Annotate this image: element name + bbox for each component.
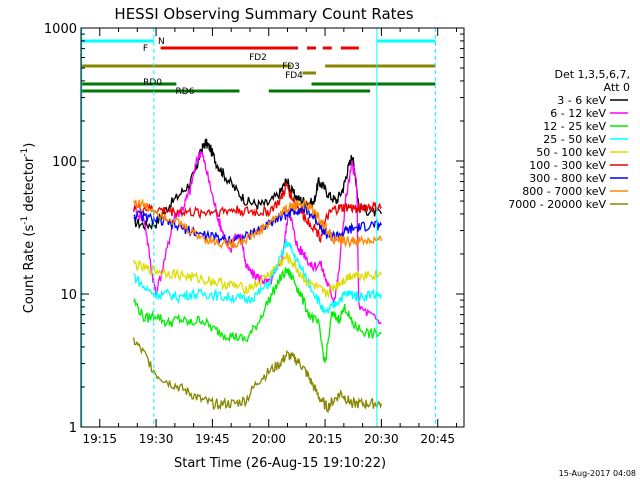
series-line-4 [133,238,383,315]
y-tick-label: 10 [60,288,77,303]
legend-entry-label: 300 - 800 keV [529,172,606,185]
series-line-5 [132,252,382,299]
x-tick-label: 19:15 [82,432,117,446]
y-axis-label-main: Count Rate (s [22,225,37,314]
series-line-6 [132,181,382,244]
legend-entry-label: 800 - 7000 keV [522,185,606,198]
axes: 19:15 19:30 19:45 20:00 20:15 20:30 20:45 1 10 10… [44,22,464,446]
legend-entry-label: 50 - 100 keV [536,146,606,159]
y-axis-label-rest: detector [22,156,37,216]
x-tick-label: 20:45 [420,432,455,446]
y-axis-label-sup2: -1 [20,148,30,157]
y-axis-label-sup: -1 [20,216,30,225]
legend-entry-label: 100 - 300 keV [529,159,606,172]
y-tick-label: 100 [52,155,77,170]
x-tick-label: 20:00 [251,432,286,446]
flag-label-fd3: FD3 [282,62,300,72]
x-tick-label: 20:15 [308,432,343,446]
vertical-markers [81,28,436,427]
x-tick-label: 19:45 [195,432,230,446]
legend-header-line2: Att 0 [604,81,630,94]
series-line-8 [132,198,383,251]
legend-entry-label: 12 - 25 keV [543,120,606,133]
legend-entry-label: 6 - 12 keV [550,107,606,120]
x-tick-label: 19:30 [139,432,174,446]
legend-entry-label: 7000 - 20000 keV [508,198,606,211]
series-line-2 [132,151,382,325]
flag-label-rd6: RD6 [176,87,195,97]
y-axis-label: Count Rate (s-1 detector-1) [20,143,37,314]
plot-area [132,138,383,414]
chart-title: HESSI Observing Summary Count Rates [114,5,413,23]
legend-header-line1: Det 1,3,5,6,7, [554,68,630,81]
y-axis-label-end: ) [22,143,37,148]
legend-entry-label: 3 - 6 keV [557,94,606,107]
series-line-1 [133,138,382,231]
x-tick-label: 20:30 [364,432,399,446]
series-line-9 [132,337,383,414]
legend-entry-label: 25 - 50 keV [543,133,606,146]
flag-label-fd2: FD2 [249,53,267,63]
y-tick-label: 1 [69,421,77,436]
y-tick-label: 1000 [44,22,77,37]
flag-label-f: F [143,44,148,54]
footer-timestamp: 15-Aug-2017 04:08 [559,469,636,478]
flag-label-n: N [158,37,165,47]
series-line-3 [133,267,382,363]
x-axis-label: Start Time (26-Aug-15 19:10:22) [174,456,386,471]
flag-label-rd0: RD0 [143,78,162,88]
plot-frame [80,27,465,428]
flag-label-fd4: FD4 [285,71,303,81]
